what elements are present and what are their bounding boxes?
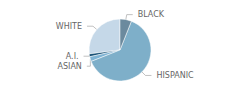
svg-text:HISPANIC: HISPANIC — [156, 71, 194, 80]
svg-text:A.I.: A.I. — [66, 52, 79, 61]
svg-text:WHITE: WHITE — [56, 22, 82, 31]
svg-text:BLACK: BLACK — [138, 10, 165, 19]
svg-text:ASIAN: ASIAN — [57, 62, 81, 71]
